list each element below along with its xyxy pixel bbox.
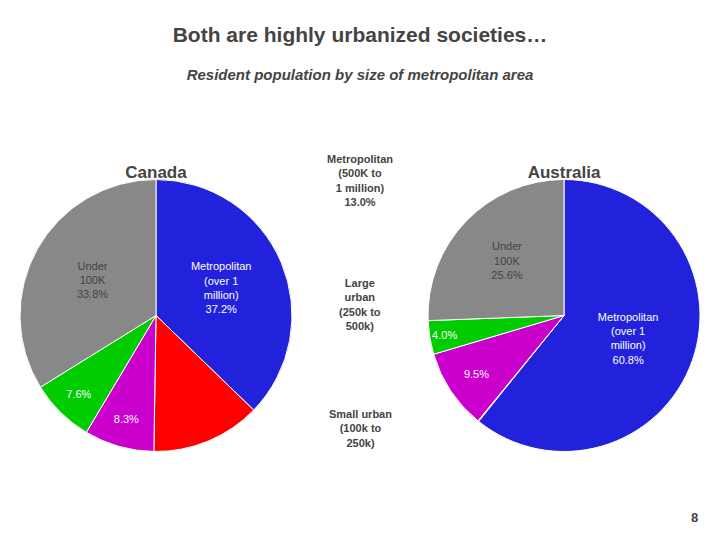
svg-text:Australia: Australia: [528, 163, 601, 182]
svg-text:8: 8: [691, 510, 698, 525]
svg-text:Resident population by size of: Resident population by size of metropoli…: [187, 66, 534, 83]
svg-text:Small urban(100k to250k): Small urban(100k to250k): [329, 408, 392, 449]
svg-text:Both are highly urbanized soci: Both are highly urbanized societies…: [173, 23, 548, 46]
svg-text:Canada: Canada: [125, 163, 187, 182]
svg-text:Under100K33.8%: Under100K33.8%: [77, 260, 108, 301]
svg-text:Metropolitan(over 1million)60.: Metropolitan(over 1million)60.8%: [598, 311, 659, 366]
svg-text:Under100K25.6%: Under100K25.6%: [491, 240, 522, 281]
svg-text:4.0%: 4.0%: [432, 329, 457, 341]
svg-text:Largeurban(250k to500k): Largeurban(250k to500k): [339, 277, 381, 332]
svg-text:Metropolitan(over 1million)37.: Metropolitan(over 1million)37.2%: [191, 260, 252, 315]
svg-text:7.6%: 7.6%: [66, 388, 91, 400]
svg-text:9.5%: 9.5%: [464, 368, 489, 380]
svg-text:Metropolitan(500K to1 million): Metropolitan(500K to1 million)13.0%: [327, 153, 393, 208]
svg-text:8.3%: 8.3%: [114, 413, 139, 425]
